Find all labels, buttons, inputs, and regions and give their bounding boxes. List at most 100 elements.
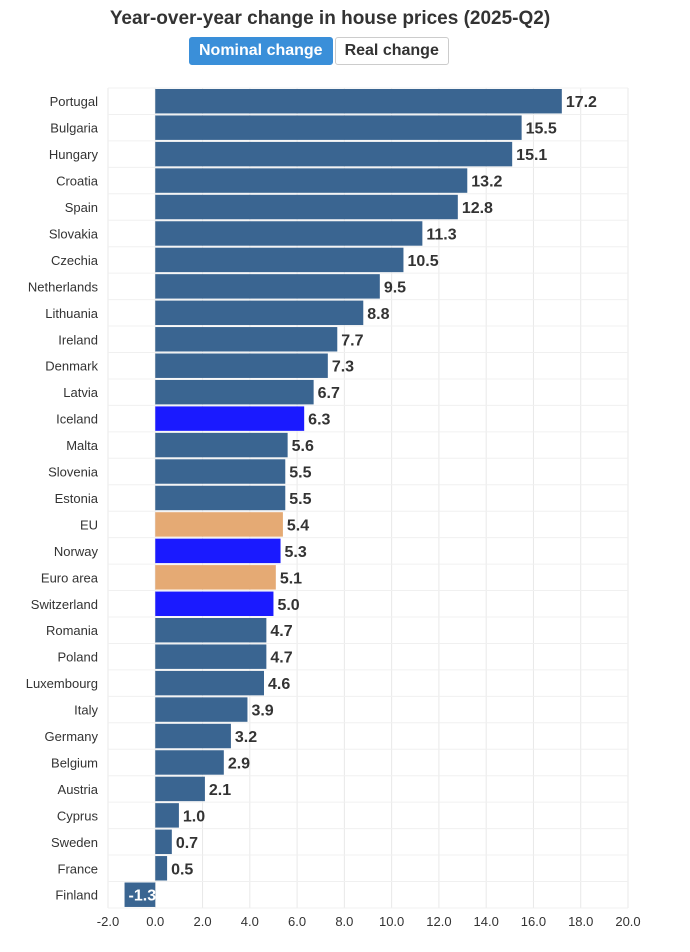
value-label: 7.7: [341, 332, 363, 349]
bar: [155, 697, 248, 722]
value-label: 9.5: [384, 279, 406, 296]
change-type-toggle: Nominal change Real change: [189, 37, 449, 65]
value-label: 6.7: [318, 385, 340, 402]
value-label: -1.3: [129, 888, 157, 905]
category-label: Sweden: [51, 835, 98, 850]
category-label: Italy: [74, 703, 98, 718]
category-label: Estonia: [55, 491, 99, 506]
bar: [155, 379, 314, 405]
category-label: Romania: [46, 623, 99, 638]
category-label: Slovenia: [48, 465, 99, 480]
value-label: 7.3: [332, 359, 354, 376]
value-label: 0.5: [171, 861, 193, 878]
value-label: 3.9: [251, 703, 273, 720]
x-tick-label: 14.0: [474, 914, 499, 929]
x-tick-label: -2.0: [97, 914, 119, 929]
value-label: 12.8: [462, 200, 493, 217]
category-label: Poland: [58, 650, 98, 665]
bar: [155, 432, 288, 458]
bar: [155, 512, 283, 537]
value-label: 5.3: [285, 544, 307, 561]
value-label: 3.2: [235, 729, 257, 746]
value-label: 8.8: [367, 306, 389, 323]
x-tick-label: 6.0: [288, 914, 306, 929]
bar: [155, 538, 281, 564]
value-label: 6.3: [308, 412, 330, 429]
value-label: 4.6: [268, 676, 290, 693]
bar: [155, 459, 286, 484]
bar: [155, 353, 328, 378]
category-label: Ireland: [58, 332, 98, 347]
real-change-button[interactable]: Real change: [334, 37, 449, 65]
category-label: Hungary: [49, 147, 99, 162]
bar: [155, 327, 338, 352]
x-tick-label: 12.0: [426, 914, 451, 929]
value-label: 15.5: [526, 121, 557, 138]
bar: [155, 406, 305, 431]
category-label: Euro area: [41, 570, 99, 585]
value-label: 17.2: [566, 94, 597, 111]
nominal-change-button[interactable]: Nominal change: [189, 37, 333, 65]
x-tick-label: 18.0: [568, 914, 593, 929]
bar: [155, 644, 267, 669]
bar: [155, 829, 172, 855]
bar: [155, 565, 276, 590]
value-label: 10.5: [407, 253, 438, 270]
bar: [155, 247, 404, 273]
value-label: 13.2: [471, 174, 502, 191]
bar: [155, 723, 231, 749]
value-label: 11.3: [426, 226, 456, 243]
bar: [155, 750, 224, 775]
category-label: Belgium: [51, 755, 98, 770]
value-label: 15.1: [516, 147, 547, 164]
value-label: 0.7: [176, 835, 198, 852]
bar: [124, 882, 156, 907]
bar: [155, 776, 205, 802]
bar: [155, 221, 423, 246]
x-tick-label: 16.0: [521, 914, 546, 929]
bar: [155, 168, 468, 193]
category-label: Netherlands: [28, 279, 99, 294]
category-label: Malta: [66, 438, 99, 453]
bar: [155, 591, 274, 616]
category-label: Bulgaria: [50, 121, 98, 136]
bar: [155, 194, 458, 220]
category-label: Germany: [45, 729, 99, 744]
category-label: Lithuania: [45, 306, 99, 321]
category-label: EU: [80, 517, 98, 532]
value-label: 5.4: [287, 517, 309, 534]
category-label: Denmark: [45, 359, 98, 374]
value-label: 2.1: [209, 782, 231, 799]
category-label: Iceland: [56, 412, 98, 427]
value-label: 5.6: [292, 438, 314, 455]
bar: [155, 803, 179, 828]
value-label: 1.0: [183, 808, 205, 825]
value-label: 5.1: [280, 570, 302, 587]
category-label: Cyprus: [57, 808, 99, 823]
category-label: Switzerland: [31, 597, 98, 612]
x-tick-label: 0.0: [146, 914, 164, 929]
value-label: 5.5: [289, 465, 311, 482]
bar: [155, 618, 267, 643]
bar: [155, 274, 380, 299]
bar: [155, 141, 513, 167]
value-label: 2.9: [228, 755, 250, 772]
chart-title: Year-over-year change in house prices (2…: [109, 8, 551, 29]
category-label: Latvia: [63, 385, 98, 400]
x-tick-label: 10.0: [379, 914, 404, 929]
value-label: 5.5: [289, 491, 311, 508]
x-tick-label: 4.0: [241, 914, 259, 929]
value-label: 5.0: [277, 597, 299, 614]
value-label: 4.7: [270, 623, 292, 640]
bar: [155, 115, 522, 140]
category-label: Norway: [54, 544, 99, 559]
category-label: Finland: [55, 888, 98, 903]
bar: [155, 856, 168, 881]
bar: [155, 89, 562, 114]
bar: [155, 670, 264, 696]
category-label: Croatia: [56, 174, 99, 189]
category-label: Spain: [65, 200, 98, 215]
x-tick-label: 8.0: [335, 914, 353, 929]
category-label: Austria: [58, 782, 99, 797]
